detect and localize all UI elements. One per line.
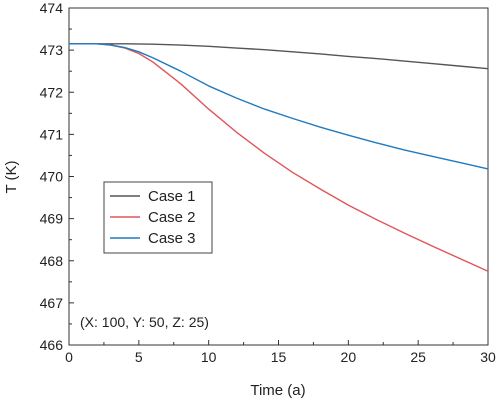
- y-tick-label: 472: [40, 84, 64, 100]
- x-tick-label: 25: [410, 349, 426, 365]
- axes-layer: 0 5 10 15 20 25 30 466 467 468 469 470 471 472 473 474: [40, 0, 496, 365]
- legend-label: Case 3: [148, 230, 196, 247]
- x-axis-title: Time (a): [250, 382, 305, 399]
- y-tick-label: 468: [40, 253, 64, 269]
- x-tick-label: 20: [341, 349, 357, 365]
- x-tick-label: 10: [201, 349, 217, 365]
- x-tick-label: 0: [65, 349, 73, 365]
- y-axis-title: T (K): [3, 160, 20, 193]
- legend: Case 1 Case 2 Case 3: [103, 181, 213, 254]
- legend-label: Case 2: [148, 209, 196, 226]
- y-tick-label: 467: [40, 295, 64, 311]
- y-tick-label: 470: [40, 169, 64, 185]
- y-tick-label: 473: [40, 42, 64, 58]
- x-tick-label: 5: [135, 349, 143, 365]
- location-annotation: (X: 100, Y: 50, Z: 25): [80, 314, 209, 330]
- plot-frame: [68, 7, 489, 346]
- legend-label: Case 1: [148, 188, 196, 205]
- series-line-case-3: [69, 43, 489, 170]
- x-tick-label: 30: [480, 349, 496, 365]
- series-line-case-1: [69, 43, 489, 70]
- y-tick-label: 469: [40, 211, 64, 227]
- x-tick-label: 15: [271, 349, 287, 365]
- y-tick-label: 471: [40, 126, 64, 142]
- y-tick-label: 474: [40, 0, 64, 16]
- y-tick-label: 466: [40, 337, 64, 353]
- series-layer: [69, 43, 489, 272]
